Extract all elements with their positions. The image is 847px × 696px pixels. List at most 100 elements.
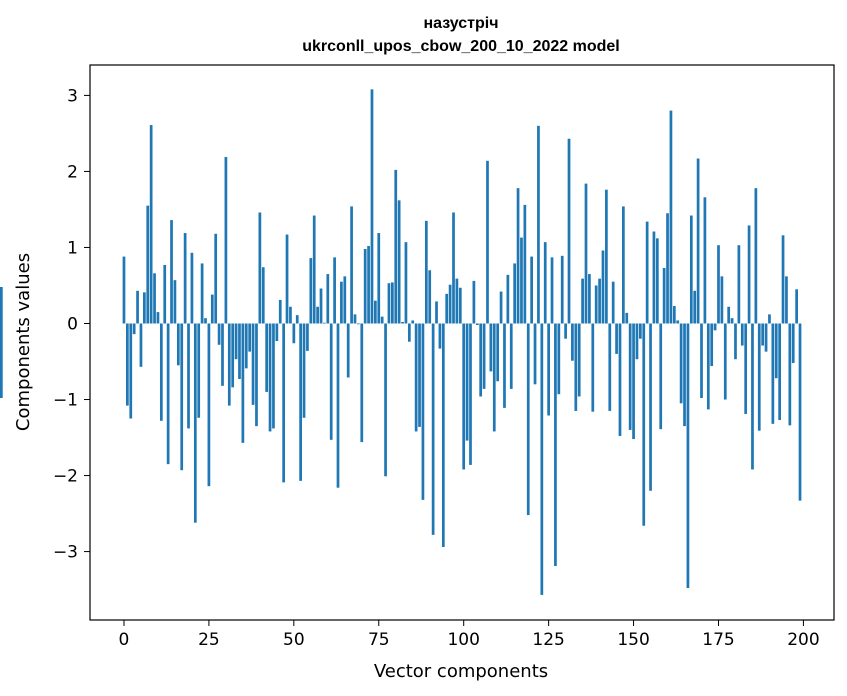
bar-component-109 — [492, 323, 496, 432]
bar-component-139 — [594, 285, 598, 324]
bar-component-133 — [574, 323, 578, 411]
bar-component-12 — [163, 264, 167, 324]
bar-component-183 — [744, 323, 748, 414]
bar-component-192 — [774, 323, 778, 379]
bar-component-117 — [520, 237, 523, 324]
bar-component-32 — [231, 323, 235, 388]
bar-component-64 — [340, 281, 343, 324]
bar-component-17 — [180, 323, 184, 471]
bar-component-19 — [187, 323, 190, 429]
bar-component-149 — [628, 323, 632, 430]
bar-component-9 — [153, 273, 156, 324]
bar-component-7 — [146, 205, 150, 324]
bar-component-159 — [662, 267, 666, 324]
bar-component-148 — [625, 312, 629, 324]
bar-component-163 — [676, 320, 680, 324]
bar-component-166 — [686, 323, 690, 589]
bar-component-1 — [126, 323, 129, 406]
bar-component-40 — [258, 212, 262, 324]
bar-component-70 — [360, 323, 364, 443]
bar-component-51 — [295, 315, 299, 324]
bar-component-48 — [285, 234, 289, 324]
bar-component-116 — [516, 188, 520, 324]
bar-component-158 — [659, 323, 663, 430]
bar-component-138 — [591, 323, 595, 412]
bar-component-72 — [367, 245, 370, 324]
bar-component-15 — [173, 280, 177, 324]
bar-component-162 — [672, 306, 676, 324]
bar-component-83 — [404, 242, 408, 324]
bar-component-119 — [526, 323, 530, 516]
bar-component-172 — [706, 323, 710, 410]
bar-component-29 — [221, 323, 224, 386]
bar-component-177 — [723, 323, 727, 400]
bar-component-146 — [618, 323, 622, 437]
bar-component-58 — [319, 288, 323, 324]
bar-component-103 — [472, 280, 476, 324]
y-tick-label: 0 — [67, 314, 78, 334]
bar-component-33 — [234, 323, 238, 360]
bar-component-151 — [635, 323, 639, 360]
bar-component-66 — [346, 323, 350, 378]
bar-component-11 — [159, 323, 163, 421]
bar-component-38 — [251, 323, 255, 405]
bar-component-190 — [768, 314, 771, 324]
y-tick-label: −3 — [53, 543, 78, 563]
bar-component-67 — [350, 206, 353, 324]
bar-component-23 — [200, 263, 204, 324]
bar-component-157 — [655, 238, 659, 324]
bar-component-150 — [632, 323, 635, 440]
bar-component-60 — [326, 274, 330, 324]
bar-component-4 — [136, 290, 139, 324]
bar-component-144 — [611, 281, 615, 324]
y-axis-ticks: −3 −2 −1 0 1 2 3 — [53, 86, 90, 563]
bar-component-187 — [757, 323, 761, 431]
bar-component-145 — [615, 323, 618, 354]
bar-component-47 — [282, 323, 286, 483]
bar-component-56 — [312, 215, 316, 324]
bar-component-30 — [224, 156, 228, 324]
bar-component-59 — [323, 322, 326, 324]
bar-component-79 — [390, 282, 394, 324]
bar-component-24 — [204, 318, 207, 324]
x-tick-label: 175 — [702, 630, 734, 650]
bar-component-37 — [248, 323, 252, 352]
bar-component-128 — [557, 323, 561, 395]
bar-component-82 — [401, 321, 404, 324]
x-tick-label: 200 — [787, 630, 819, 650]
bar-component-132 — [571, 323, 574, 361]
bar-component-188 — [761, 323, 765, 346]
bar-component-13 — [166, 323, 170, 465]
bar-component-93 — [438, 323, 442, 349]
bar-component-94 — [441, 323, 445, 548]
bar-component-20 — [190, 252, 194, 324]
bar-component-16 — [176, 323, 180, 366]
bar-component-169 — [696, 158, 700, 324]
bar-component-111 — [499, 291, 503, 324]
bar-component-175 — [717, 245, 720, 324]
bar-component-14 — [170, 220, 173, 324]
bar-component-97 — [452, 212, 455, 324]
bar-component-63 — [336, 323, 340, 488]
plot-frame — [89, 64, 835, 621]
bar-component-90 — [428, 270, 432, 324]
x-axis-label: Vector components — [374, 661, 548, 682]
bar-component-176 — [720, 276, 724, 324]
bar-component-105 — [479, 323, 483, 397]
bar-component-95 — [445, 293, 449, 324]
bar-component-126 — [550, 257, 554, 324]
x-tick-label: 75 — [368, 630, 390, 650]
bar-component-141 — [601, 250, 605, 324]
x-tick-label: 50 — [283, 630, 305, 650]
x-axis-ticks: 0 25 50 75 100 125 150 175 200 — [119, 620, 820, 650]
bar-component-114 — [509, 323, 513, 389]
chart-subtitle: ukrconll_upos_cbow_200_10_2022 model — [302, 38, 619, 55]
bar-component-71 — [363, 248, 367, 324]
bar-component-78 — [387, 283, 391, 324]
bar-component-178 — [727, 306, 731, 324]
bar-component-81 — [397, 200, 401, 324]
bar-component-186 — [754, 188, 758, 324]
y-tick-label: 3 — [67, 86, 78, 106]
bar-component-92 — [435, 301, 438, 324]
